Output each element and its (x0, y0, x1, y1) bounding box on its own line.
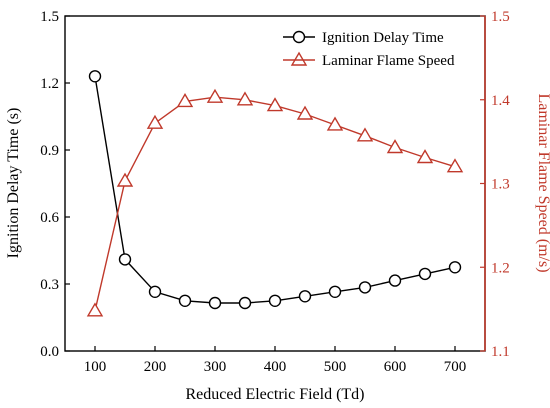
x-tick-label: 100 (84, 359, 107, 375)
data-point-circle (328, 285, 342, 298)
legend-label-ignition: Ignition Delay Time (322, 30, 444, 46)
legend-marker-flame (290, 51, 308, 66)
data-point-triangle (446, 158, 464, 173)
data-point-triangle (386, 139, 404, 154)
data-point-circle (418, 267, 432, 281)
data-point-circle (448, 261, 462, 274)
x-tick-label: 600 (384, 359, 407, 375)
data-point-circle (238, 296, 252, 310)
left-tick-label: 0.3 (40, 277, 59, 293)
right-y-axis: 1.1 1.2 1.3 1.4 1.5 (480, 9, 510, 360)
data-point-circle (88, 70, 102, 83)
x-tick-label: 200 (144, 359, 167, 375)
data-point-triangle (206, 88, 224, 103)
right-tick-label: 1.2 (491, 260, 510, 276)
data-point-circle (178, 294, 192, 307)
data-point-triangle (416, 149, 434, 164)
data-point-triangle (296, 105, 314, 120)
series-layer (86, 70, 464, 317)
data-point-circle (298, 290, 312, 303)
data-point-circle (358, 281, 372, 294)
x-axis-title: Reduced Electric Field (Td) (185, 386, 364, 403)
x-tick-label: 700 (444, 359, 467, 375)
data-point-circle (118, 253, 132, 266)
left-tick-label: 1.5 (40, 9, 59, 25)
data-point-triangle (236, 91, 254, 106)
data-point-circle (388, 274, 402, 287)
legend-marker-ignition (292, 30, 306, 44)
right-tick-label: 1.5 (491, 9, 510, 25)
legend-label-flame: Laminar Flame Speed (322, 53, 455, 69)
right-tick-label: 1.3 (491, 177, 510, 193)
x-tick-label: 500 (324, 359, 347, 375)
right-tick-label: 1.4 (491, 93, 510, 109)
data-point-circle (148, 285, 162, 298)
data-point-triangle (146, 114, 164, 129)
data-point-circle (208, 296, 222, 310)
data-point-triangle (326, 116, 344, 131)
data-point-triangle (176, 93, 194, 108)
left-y-axis: 0.0 0.3 0.6 0.9 1.2 1.5 (40, 9, 70, 360)
data-point-triangle (356, 127, 374, 142)
left-tick-label: 0.9 (40, 143, 59, 159)
left-tick-label: 0.0 (40, 344, 59, 360)
data-point-circle (268, 294, 282, 307)
data-point-triangle (266, 97, 284, 112)
x-tick-label: 300 (204, 359, 227, 375)
left-tick-label: 0.6 (40, 210, 59, 226)
right-y-axis-title: Laminar Flame Speed (m/s) (535, 93, 550, 272)
legend: Ignition Delay Time Laminar Flame Speed (283, 30, 455, 69)
left-tick-label: 1.2 (40, 76, 59, 92)
series-ignition-delay (88, 70, 462, 310)
x-tick-label: 400 (264, 359, 287, 375)
data-point-triangle (116, 172, 134, 187)
data-point-triangle (86, 302, 104, 317)
series-flame-speed (86, 88, 464, 317)
left-y-axis-title: Ignition Delay Time (s) (5, 108, 22, 259)
x-axis: 100 200 300 400 500 600 700 (84, 346, 467, 375)
right-tick-label: 1.1 (491, 344, 510, 360)
